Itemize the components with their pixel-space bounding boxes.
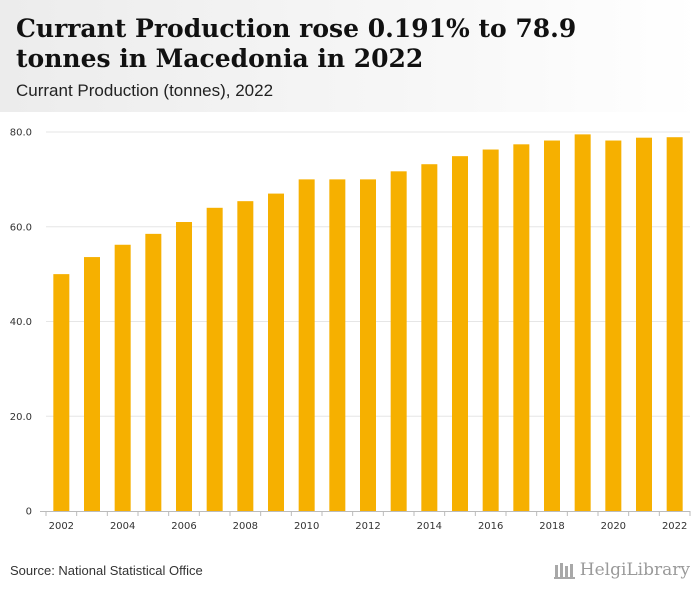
helgi-library-logo: HelgiLibrary <box>553 560 690 580</box>
x-tick-label: 2006 <box>171 521 196 532</box>
bars <box>53 134 683 512</box>
y-tick-label: 60.0 <box>10 222 32 233</box>
bar <box>605 140 622 511</box>
x-tick-label: 2002 <box>49 521 74 532</box>
x-tick-label: 2016 <box>478 521 503 532</box>
chart-subtitle: Currant Production (tonnes), 2022 <box>16 81 274 100</box>
bar <box>298 179 315 511</box>
bar <box>482 149 499 511</box>
axes: 0 20.0 40.0 60.0 80.0 2002 2004 2006 2008 2010 201… <box>10 128 691 532</box>
bar <box>390 171 407 512</box>
x-tick-label: 2004 <box>110 521 135 532</box>
x-tick-label: 2018 <box>539 521 564 532</box>
y-tick-label: 20.0 <box>10 412 32 423</box>
chart-header: Currant Production rose 0.191% to 78.9 t… <box>0 0 700 112</box>
bar <box>53 274 70 511</box>
x-tick-label: 2020 <box>601 521 626 532</box>
x-tick-label: 2014 <box>417 521 442 532</box>
x-tick-label: 2012 <box>355 521 380 532</box>
bar <box>513 144 530 511</box>
bar <box>574 134 591 511</box>
y-tick-label: 0 <box>26 507 32 518</box>
bar <box>544 140 560 511</box>
library-icon <box>553 563 575 579</box>
bar <box>452 156 468 511</box>
bar <box>421 164 438 511</box>
source-note: Source: National Statistical Office <box>10 563 203 578</box>
x-tick-label: 2022 <box>662 521 687 532</box>
y-tick-label: 40.0 <box>10 317 32 328</box>
x-tick-label: 2010 <box>294 521 319 532</box>
chart-title: Currant Production rose 0.191% to 78.9 t… <box>16 14 577 73</box>
bar <box>268 193 284 511</box>
bar <box>84 257 100 511</box>
bar <box>237 201 254 512</box>
logo-text: HelgiLibrary <box>579 560 690 580</box>
bar <box>206 207 223 512</box>
bar <box>360 179 376 511</box>
y-tick-label: 80.0 <box>10 128 32 139</box>
bar <box>145 233 162 511</box>
bar <box>666 137 683 511</box>
bar <box>329 179 346 511</box>
bar <box>176 222 192 511</box>
x-tick-label: 2008 <box>233 521 258 532</box>
bar <box>636 137 652 511</box>
bar <box>114 244 131 511</box>
